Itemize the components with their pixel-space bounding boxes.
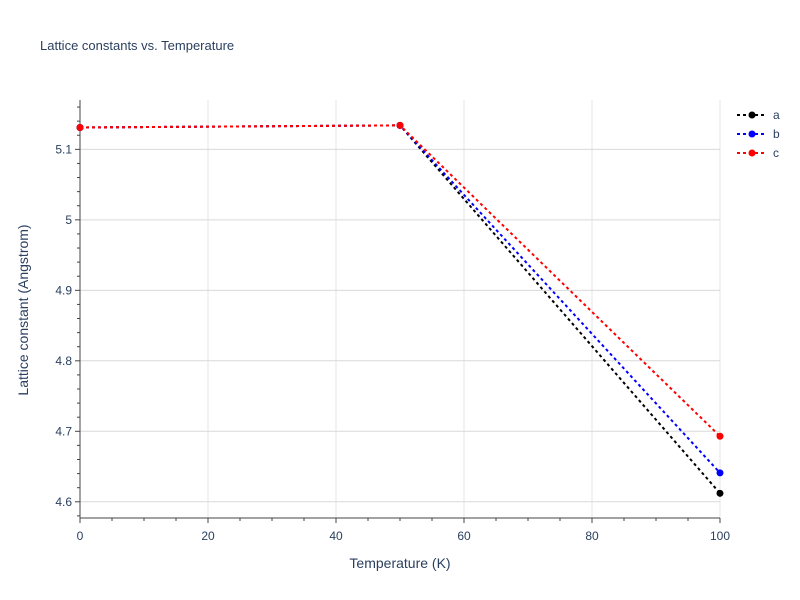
legend: abc [737, 108, 780, 160]
plot-area [76, 121, 724, 497]
legend-marker [748, 130, 756, 138]
series-line-c [79, 124, 721, 437]
y-tick-label: 4.9 [55, 283, 72, 297]
series-line-a [79, 124, 721, 494]
data-point-c [76, 123, 84, 131]
legend-marker [748, 111, 756, 119]
chart-title: Lattice constants vs. Temperature [40, 38, 234, 53]
grid [80, 100, 721, 518]
y-axis-title: Lattice constant (Angstrom) [15, 224, 31, 395]
data-point-c [716, 432, 724, 440]
data-point-c [396, 121, 404, 129]
x-tick-label: 20 [201, 529, 215, 543]
legend-label: a [773, 108, 780, 122]
data-point-b [716, 469, 724, 477]
legend-label: b [773, 127, 780, 141]
y-tick-label: 5 [65, 213, 72, 227]
series-line-b [79, 124, 721, 474]
legend-label: c [773, 146, 779, 160]
legend-marker [748, 149, 756, 157]
y-tick-label: 4.8 [55, 354, 72, 368]
data-point-a [716, 489, 724, 497]
legend-item-b[interactable]: b [737, 127, 780, 141]
y-tick-label: 5.1 [55, 142, 72, 156]
x-axis-title: Temperature (K) [349, 555, 450, 571]
axes: 0 20 40 60 80 100 4.6 4.7 4.8 4.9 5 5.1 [55, 100, 730, 543]
x-tick-label: 40 [329, 529, 343, 543]
y-tick-label: 4.7 [55, 424, 72, 438]
x-tick-label: 100 [710, 529, 730, 543]
x-tick-label: 60 [457, 529, 471, 543]
x-tick-label: 80 [585, 529, 599, 543]
legend-item-a[interactable]: a [737, 108, 780, 122]
x-tick-label: 0 [77, 529, 84, 543]
y-tick-label: 4.6 [55, 495, 72, 509]
legend-item-c[interactable]: c [737, 146, 779, 160]
